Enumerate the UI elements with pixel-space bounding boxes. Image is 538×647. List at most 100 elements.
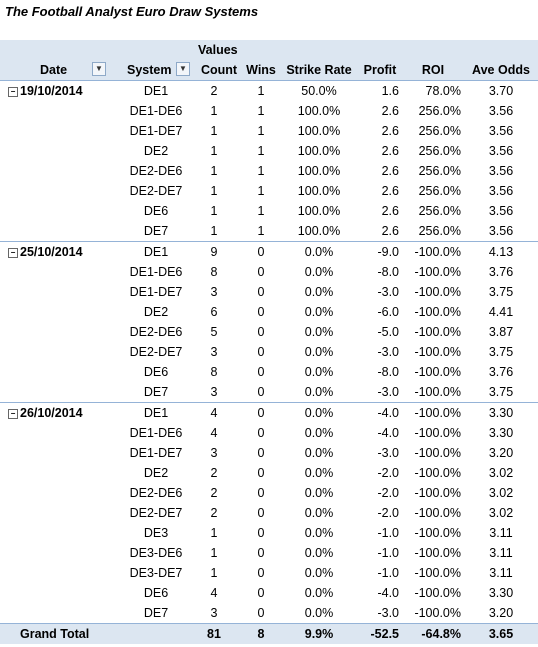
ave-odds-column-header[interactable]: Ave Odds (464, 60, 538, 81)
profit-cell: 1.6 (358, 80, 402, 101)
profit-cell: -1.0 (377, 526, 399, 540)
date-group-label[interactable]: −19/10/2014 (0, 80, 116, 101)
count-cell: 2 (210, 466, 218, 480)
date-cell-empty (0, 543, 116, 563)
strike-rate-cell: 0.0% (304, 305, 334, 319)
wins-cell: 1 (257, 184, 265, 198)
system-cell: DE7 (143, 224, 169, 238)
strike-rate-cell: 0.0% (304, 486, 334, 500)
sheet-title: The Football Analyst Euro Draw Systems (5, 4, 259, 19)
table-row: DE1-DE6 4 0 0.0% -4.0 -100.0% 3.30 (0, 423, 538, 443)
table-row: DE1-DE7 3 0 0.0% -3.0 -100.0% 3.75 (0, 282, 538, 302)
strike-rate-cell: 100.0% (297, 224, 341, 238)
profit-cell: -8.0 (377, 265, 399, 279)
count-cell: 1 (210, 104, 218, 118)
date-cell-empty (0, 201, 116, 221)
grand-total-ave-odds: 3.65 (464, 623, 538, 644)
table-row: DE6 8 0 0.0% -8.0 -100.0% 3.76 (0, 362, 538, 382)
count-cell: 4 (196, 402, 242, 423)
count-cell: 3 (210, 446, 218, 460)
roi-cell: 256.0% (418, 224, 461, 238)
ave-odds-cell: 3.02 (488, 466, 514, 480)
system-cell: DE2-DE6 (129, 486, 183, 500)
profit-cell: 2.6 (381, 164, 399, 178)
profit-cell: -8.0 (377, 365, 399, 379)
wins-cell: 1 (257, 124, 265, 138)
strike-rate-cell: 0.0% (304, 285, 334, 299)
table-row: DE1-DE6 1 1 100.0% 2.6 256.0% 3.56 (0, 101, 538, 121)
profit-column-header[interactable]: Profit (358, 60, 402, 81)
ave-odds-cell: 3.56 (488, 124, 514, 138)
table-row: DE2 2 0 0.0% -2.0 -100.0% 3.02 (0, 463, 538, 483)
profit-cell: 2.6 (381, 184, 399, 198)
system-cell: DE2 (143, 305, 169, 319)
strike-rate-cell: 0.0% (304, 606, 334, 620)
system-cell: DE1 (116, 80, 196, 101)
wins-cell: 1 (257, 224, 265, 238)
roi-cell: -100.0% (402, 402, 464, 423)
count-cell: 1 (210, 184, 218, 198)
ave-odds-cell: 3.11 (489, 566, 513, 580)
roi-column-header[interactable]: ROI (402, 60, 464, 81)
count-cell: 1 (210, 164, 218, 178)
table-row: DE1-DE7 3 0 0.0% -3.0 -100.0% 3.20 (0, 443, 538, 463)
system-cell: DE3 (143, 526, 169, 540)
filter-dropdown-icon[interactable]: ▼ (92, 62, 106, 76)
system-column-header[interactable]: System ▼ (116, 60, 196, 81)
table-row: −26/10/2014 DE1 4 0 0.0% -4.0 -100.0% 3.30 (0, 402, 538, 423)
strike-rate-column-header[interactable]: Strike Rate (280, 60, 358, 81)
strike-rate-cell: 0.0% (304, 385, 334, 399)
date-cell-empty (0, 302, 116, 322)
system-cell: DE1-DE7 (129, 285, 183, 299)
wins-cell: 0 (257, 606, 265, 620)
collapse-minus-icon[interactable]: − (8, 248, 18, 258)
collapse-minus-icon[interactable]: − (8, 87, 18, 97)
date-cell-empty (0, 503, 116, 523)
wins-cell: 0 (257, 345, 265, 359)
date-value: 25/10/2014 (20, 245, 83, 259)
ave-odds-cell: 3.56 (488, 104, 514, 118)
strike-rate-cell: 100.0% (297, 144, 341, 158)
date-group-label[interactable]: −25/10/2014 (0, 241, 116, 262)
table-row: DE3-DE6 1 0 0.0% -1.0 -100.0% 3.11 (0, 543, 538, 563)
profit-cell: 2.6 (381, 104, 399, 118)
date-value: 19/10/2014 (20, 84, 83, 98)
count-cell: 1 (210, 144, 218, 158)
chevron-down-icon[interactable]: ▼ (176, 62, 190, 76)
strike-rate-cell: 0.0% (280, 241, 358, 262)
count-cell: 2 (210, 506, 218, 520)
date-column-header[interactable]: Date ▼ (0, 60, 116, 81)
strike-rate-cell: 100.0% (297, 164, 341, 178)
wins-cell: 0 (257, 365, 265, 379)
grand-total-strike-rate: 9.9% (280, 623, 358, 644)
ave-odds-cell: 3.75 (488, 385, 514, 399)
date-value: 26/10/2014 (20, 406, 83, 420)
profit-cell: -5.0 (377, 325, 399, 339)
profit-cell: -3.0 (377, 345, 399, 359)
roi-cell: -100.0% (414, 466, 461, 480)
roi-cell: -100.0% (414, 385, 461, 399)
date-cell-empty (0, 443, 116, 463)
wins-cell: 0 (257, 265, 265, 279)
system-cell: DE7 (143, 606, 169, 620)
profit-cell: -9.0 (358, 241, 402, 262)
system-cell: DE2-DE6 (129, 325, 183, 339)
count-cell: 1 (210, 526, 218, 540)
roi-cell: 256.0% (418, 144, 461, 158)
date-group-label[interactable]: −26/10/2014 (0, 402, 116, 423)
count-cell: 3 (210, 345, 218, 359)
table-row: DE2-DE6 5 0 0.0% -5.0 -100.0% 3.87 (0, 322, 538, 342)
date-cell-empty (0, 523, 116, 543)
roi-cell: -100.0% (414, 506, 461, 520)
count-column-header[interactable]: Count (196, 60, 242, 81)
table-row: DE1-DE6 8 0 0.0% -8.0 -100.0% 3.76 (0, 262, 538, 282)
values-header: Values (196, 40, 280, 60)
grand-total-wins: 8 (242, 623, 280, 644)
wins-column-header[interactable]: Wins (242, 60, 280, 81)
collapse-minus-icon[interactable]: − (8, 409, 18, 419)
ave-odds-cell: 3.56 (488, 224, 514, 238)
system-cell: DE2-DE6 (129, 164, 183, 178)
profit-cell: -2.0 (377, 466, 399, 480)
wins-cell: 0 (242, 402, 280, 423)
roi-cell: -100.0% (414, 345, 461, 359)
